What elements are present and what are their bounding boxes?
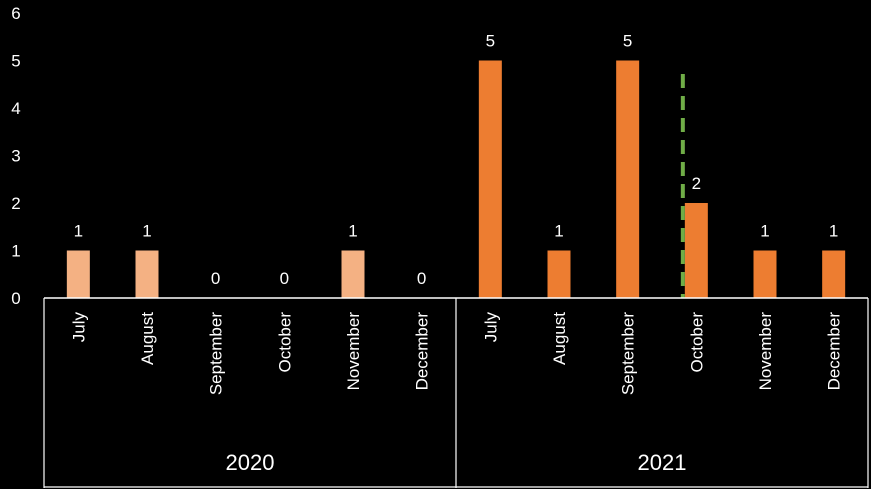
bar xyxy=(753,250,777,298)
x-tick-label: August xyxy=(138,312,157,365)
group-label: 2021 xyxy=(638,450,687,475)
group-label: 2020 xyxy=(226,450,275,475)
x-tick-label: November xyxy=(344,312,363,391)
x-tick-label: December xyxy=(413,312,432,391)
data-label: 5 xyxy=(623,32,632,51)
x-tick-label: November xyxy=(756,312,775,391)
x-tick-label: September xyxy=(619,312,638,395)
bar xyxy=(616,60,640,298)
x-tick-label: October xyxy=(275,312,294,373)
data-label: 0 xyxy=(280,269,289,288)
y-tick-label: 6 xyxy=(11,4,20,23)
y-tick-label: 1 xyxy=(11,242,20,261)
data-label: 1 xyxy=(760,222,769,241)
bar xyxy=(822,250,846,298)
data-label: 1 xyxy=(74,222,83,241)
x-tick-label: August xyxy=(550,312,569,365)
y-tick-label: 5 xyxy=(11,52,20,71)
y-axis: 0 1 2 3 4 5 6 xyxy=(11,4,20,308)
data-label: 2 xyxy=(692,174,701,193)
bars xyxy=(66,60,846,298)
bar xyxy=(684,203,708,298)
x-tick-label: July xyxy=(481,312,500,343)
data-label: 0 xyxy=(417,269,426,288)
y-tick-label: 0 xyxy=(11,289,20,308)
data-label: 0 xyxy=(211,269,220,288)
x-tick-label: September xyxy=(207,312,226,395)
data-label: 5 xyxy=(486,32,495,51)
x-tick-label: July xyxy=(69,312,88,343)
bar xyxy=(66,250,90,298)
x-axis: July August September October November Decemb… xyxy=(43,297,869,488)
y-tick-label: 2 xyxy=(11,194,20,213)
y-tick-label: 4 xyxy=(11,99,20,118)
data-label: 1 xyxy=(554,222,563,241)
bar xyxy=(478,60,502,298)
bar xyxy=(341,250,365,298)
y-tick-label: 3 xyxy=(11,147,20,166)
data-label: 1 xyxy=(829,222,838,241)
x-tick-label: October xyxy=(687,312,706,373)
data-labels: 1 1 0 0 1 0 5 1 5 2 1 1 xyxy=(74,32,839,289)
bar xyxy=(547,250,571,298)
bar xyxy=(135,250,159,298)
data-label: 1 xyxy=(348,222,357,241)
data-label: 1 xyxy=(142,222,151,241)
x-tick-label: December xyxy=(825,312,844,391)
